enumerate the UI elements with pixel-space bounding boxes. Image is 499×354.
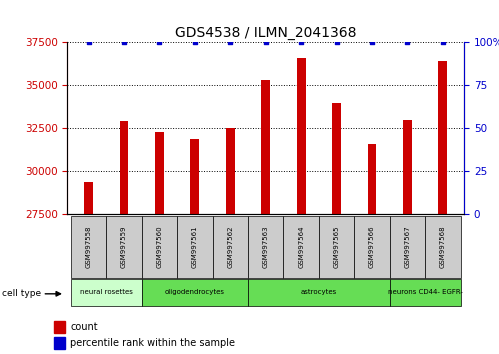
Title: GDS4538 / ILMN_2041368: GDS4538 / ILMN_2041368 <box>175 26 356 40</box>
Bar <box>425 216 461 278</box>
Bar <box>71 216 106 278</box>
Bar <box>283 216 319 278</box>
Text: GSM997565: GSM997565 <box>333 225 339 268</box>
Bar <box>261 80 270 354</box>
Text: GSM997563: GSM997563 <box>262 225 269 268</box>
Text: oligodendrocytes: oligodendrocytes <box>165 290 225 295</box>
Text: GSM997564: GSM997564 <box>298 225 304 268</box>
Bar <box>319 216 354 278</box>
Bar <box>248 216 283 278</box>
Text: astrocytes: astrocytes <box>301 290 337 295</box>
Text: neural rosettes: neural rosettes <box>80 290 133 295</box>
Bar <box>71 279 142 306</box>
Bar <box>439 61 447 354</box>
Bar <box>213 216 248 278</box>
Text: GSM997558: GSM997558 <box>86 225 92 268</box>
Point <box>439 40 447 45</box>
Text: GSM997560: GSM997560 <box>157 225 163 268</box>
Point <box>368 40 376 45</box>
Bar <box>54 321 65 333</box>
Text: GSM997559: GSM997559 <box>121 225 127 268</box>
Text: GSM997562: GSM997562 <box>228 225 234 268</box>
Text: GSM997567: GSM997567 <box>404 225 410 268</box>
Bar <box>142 279 248 306</box>
Point <box>191 40 199 45</box>
Bar <box>390 216 425 278</box>
Point <box>261 40 269 45</box>
Bar <box>142 216 177 278</box>
Bar <box>84 182 93 354</box>
Point <box>156 40 164 45</box>
Bar <box>354 216 390 278</box>
Text: percentile rank within the sample: percentile rank within the sample <box>70 338 235 348</box>
Point <box>227 40 235 45</box>
Bar <box>368 144 376 354</box>
Bar <box>191 139 199 354</box>
Bar <box>155 132 164 354</box>
Text: count: count <box>70 322 98 332</box>
Point <box>297 40 305 45</box>
Text: neurons CD44- EGFR-: neurons CD44- EGFR- <box>388 290 463 295</box>
Bar <box>403 120 412 354</box>
Point <box>85 40 93 45</box>
Bar <box>390 279 461 306</box>
Bar <box>226 128 235 354</box>
Text: GSM997566: GSM997566 <box>369 225 375 268</box>
Bar <box>177 216 213 278</box>
Text: GSM997561: GSM997561 <box>192 225 198 268</box>
Text: GSM997568: GSM997568 <box>440 225 446 268</box>
Point <box>120 40 128 45</box>
Bar <box>106 216 142 278</box>
Bar <box>248 279 390 306</box>
Bar <box>332 103 341 354</box>
Bar <box>297 58 305 354</box>
Point <box>332 40 340 45</box>
Bar <box>54 337 65 349</box>
Point <box>403 40 411 45</box>
Text: cell type: cell type <box>2 289 41 298</box>
Bar <box>120 121 128 354</box>
